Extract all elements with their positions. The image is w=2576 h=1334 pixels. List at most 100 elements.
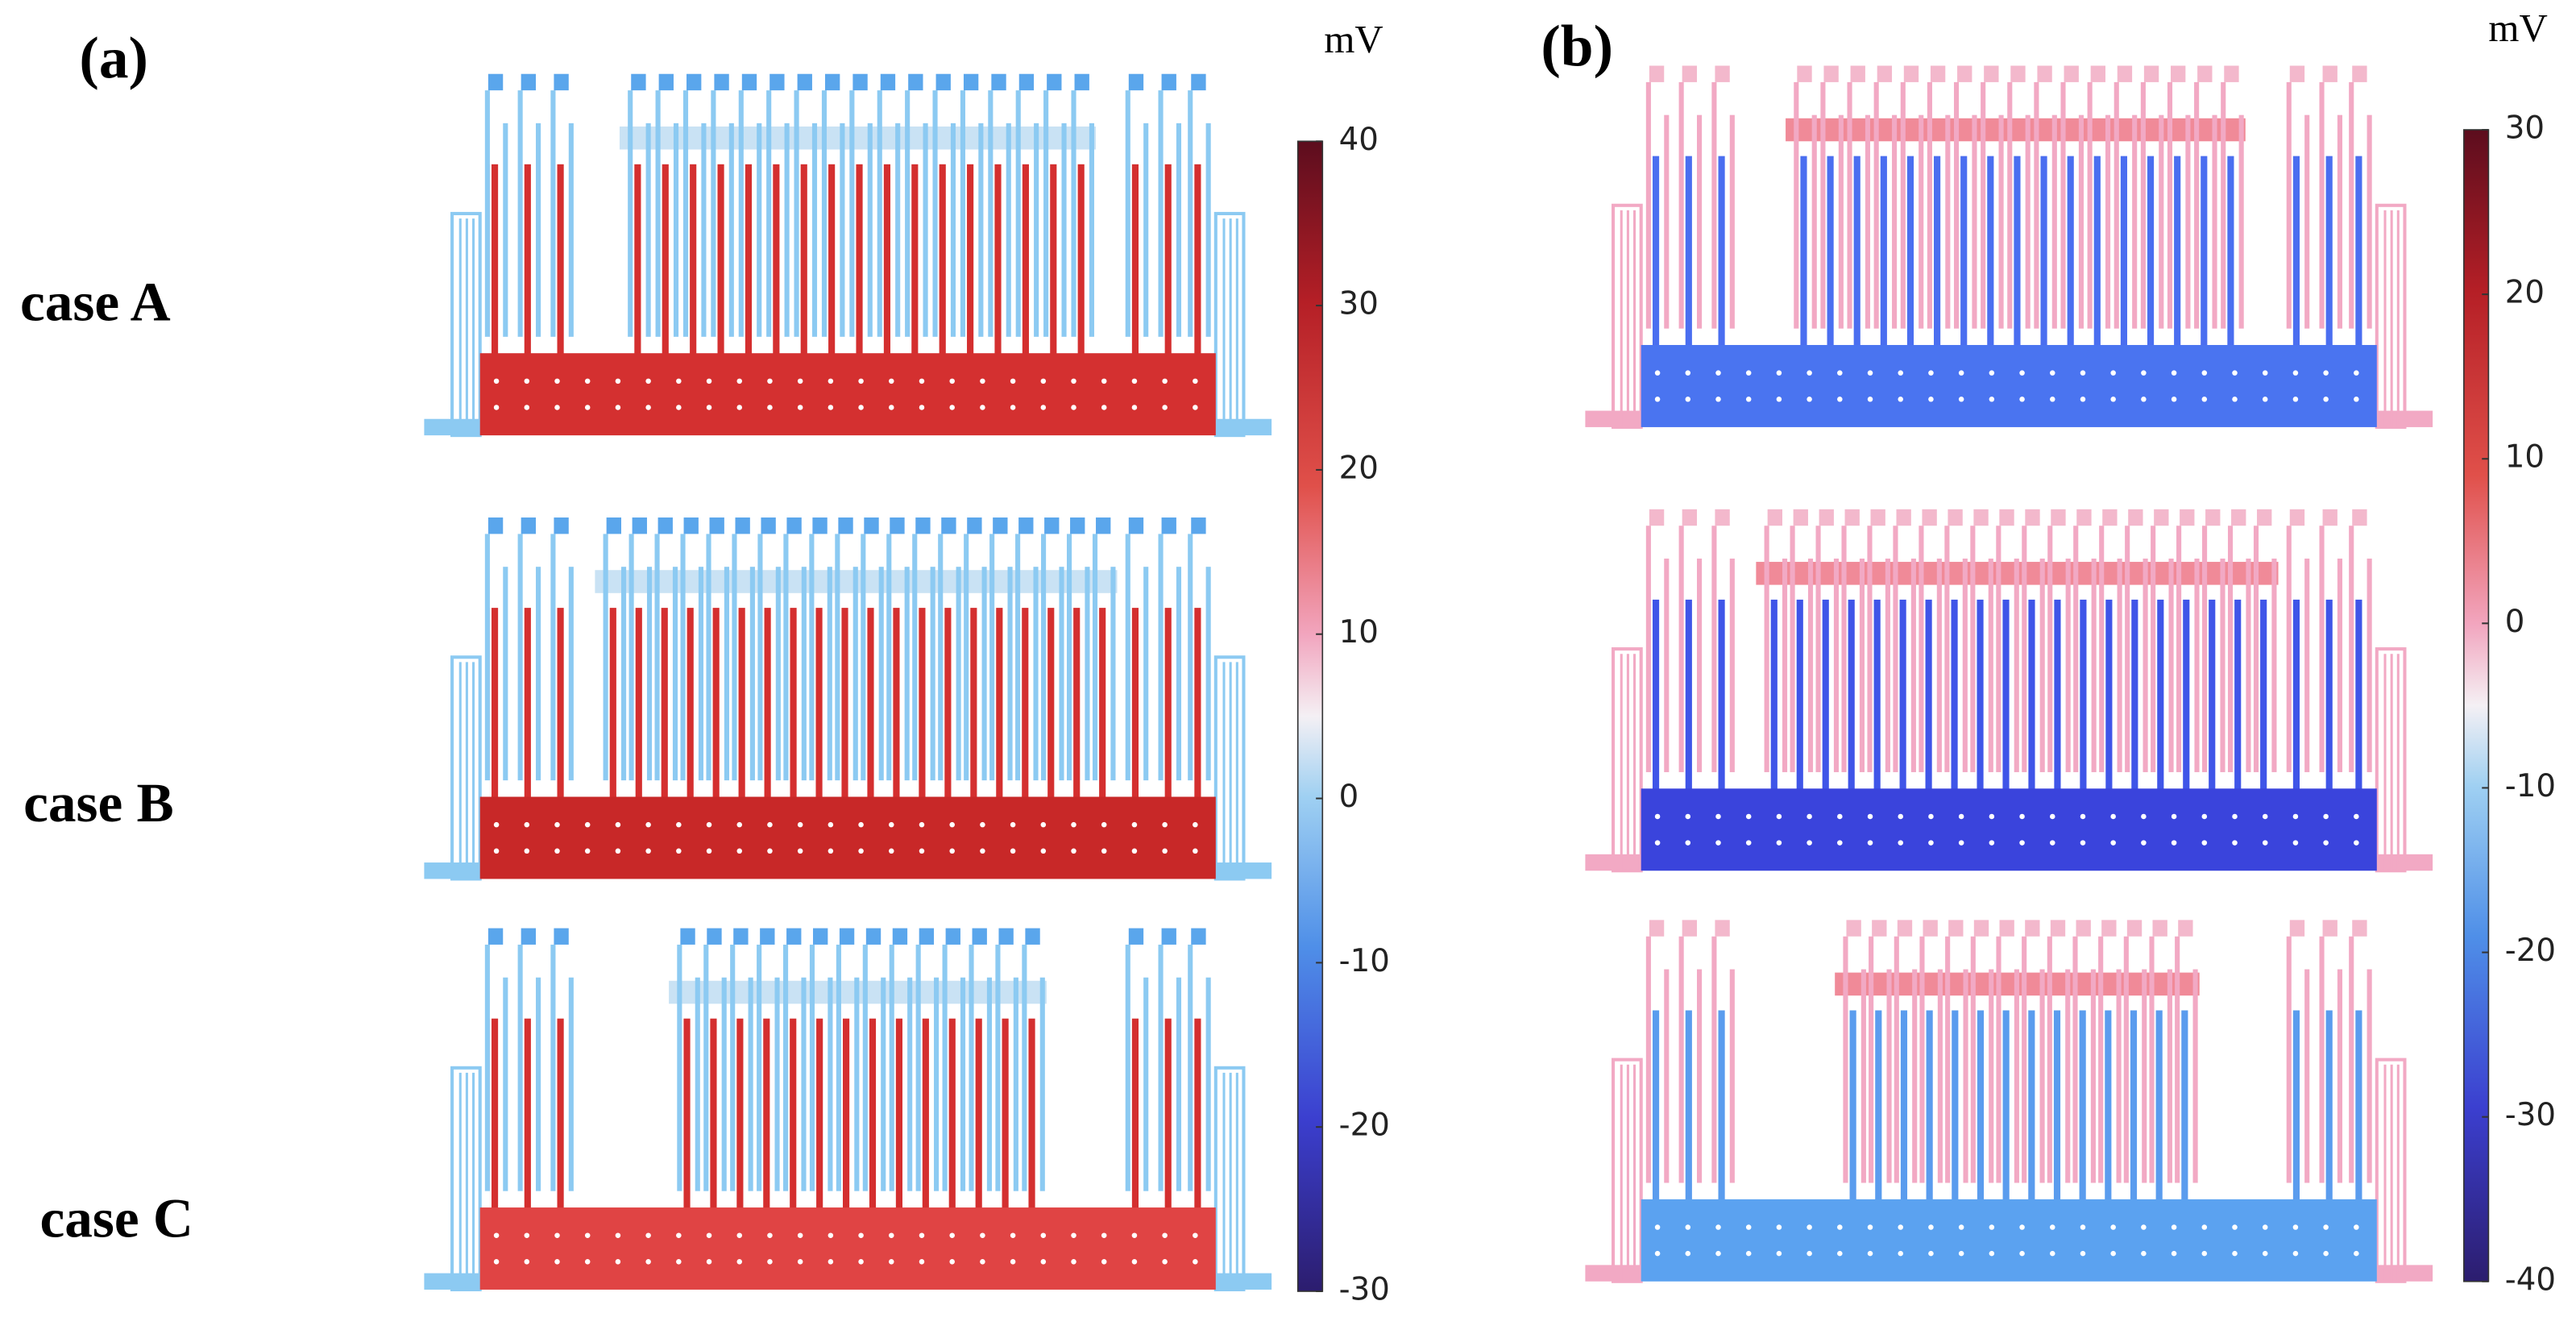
base-dot — [2292, 1224, 2299, 1230]
base-dot — [2232, 397, 2238, 402]
base-dot — [949, 405, 955, 410]
finger-outer — [950, 123, 956, 337]
finger-outer — [1664, 558, 1670, 772]
base-dot — [1715, 1250, 1721, 1257]
finger-core — [2201, 156, 2208, 354]
finger-outer — [1158, 944, 1164, 1191]
finger-core — [1164, 164, 1172, 362]
base-dot — [584, 1259, 591, 1265]
finger-outer — [2159, 114, 2164, 329]
base-dot — [554, 1259, 560, 1265]
finger-outer — [517, 944, 523, 1191]
base-dot — [949, 848, 955, 854]
finger-outer — [1188, 944, 1193, 1191]
finger-tab — [786, 517, 802, 534]
finger-tab — [735, 517, 750, 534]
finger-core — [491, 1018, 499, 1216]
finger-outer — [821, 90, 828, 337]
finger-core — [815, 608, 823, 805]
finger-outer — [1015, 90, 1021, 337]
finger-outer — [1892, 114, 1898, 329]
finger-tab — [2322, 920, 2337, 937]
base-dot — [1776, 370, 1782, 376]
finger-core — [1002, 1018, 1009, 1216]
finger-outer — [484, 90, 490, 337]
base-dot — [1928, 813, 1934, 820]
finger-core — [524, 164, 531, 362]
finger-core — [895, 1018, 902, 1216]
base-dot — [1685, 1250, 1691, 1257]
finger-core — [635, 608, 642, 805]
base-dot — [1745, 1250, 1752, 1257]
base-dot — [1071, 848, 1076, 854]
colorbar-tick-label: -20 — [1339, 1108, 1390, 1144]
finger-outer — [1838, 114, 1844, 329]
finger-tab — [741, 73, 757, 91]
base-dot — [1162, 378, 1168, 384]
base-dot — [2019, 397, 2025, 402]
base-electrode — [479, 1207, 1216, 1290]
base-dot — [1715, 1224, 1721, 1230]
colorbar-unit: mV — [2488, 6, 2547, 50]
finger-tab — [935, 73, 951, 91]
base-dot — [1898, 840, 1904, 846]
base-dot — [2354, 370, 2359, 376]
base-dot — [2292, 370, 2299, 376]
finger-tab — [1191, 928, 1206, 945]
finger-outer — [2065, 558, 2071, 772]
finger-outer — [1176, 567, 1182, 781]
finger-outer — [1697, 969, 1703, 1183]
base-dot — [2262, 397, 2268, 402]
finger-tab — [2257, 509, 2272, 526]
colorbar-tick-label: 30 — [1339, 286, 1379, 322]
finger-core — [2130, 1010, 2138, 1208]
base-dot — [858, 821, 864, 828]
finger-outer — [2194, 81, 2200, 329]
finger-outer — [1820, 81, 1826, 329]
finger-outer — [1937, 969, 1943, 1183]
finger-outer — [1125, 534, 1130, 781]
finger-outer — [2117, 558, 2122, 772]
finger-core — [1900, 1010, 1908, 1208]
finger-outer — [1034, 123, 1039, 337]
base-dot — [1837, 1224, 1843, 1230]
finger-outer — [621, 567, 627, 781]
base-dot — [1101, 405, 1107, 410]
base-dot — [524, 1232, 530, 1238]
finger-tab — [1649, 920, 1665, 937]
finger-outer — [930, 567, 935, 781]
base-dot — [1807, 840, 1812, 846]
finger-outer — [2113, 81, 2119, 329]
finger-core — [1099, 608, 1106, 805]
finger-outer — [1089, 123, 1094, 337]
finger-outer — [2286, 936, 2292, 1183]
finger-tab — [1025, 928, 1040, 945]
finger-core — [2093, 156, 2101, 354]
finger-outer — [1664, 114, 1670, 329]
base-dot — [1162, 1232, 1168, 1238]
finger-core — [1951, 599, 1958, 797]
finger-core — [738, 608, 745, 805]
finger-tab — [683, 517, 699, 534]
base-dot — [2110, 1250, 2116, 1257]
finger-outer — [2072, 936, 2078, 1183]
finger-core — [2355, 156, 2362, 354]
base-dot — [2201, 1250, 2208, 1257]
base-dot — [1898, 813, 1904, 820]
finger-tab — [786, 928, 802, 945]
finger-outer — [2142, 969, 2147, 1183]
base-dot — [554, 1232, 560, 1238]
finger-outer — [2149, 936, 2155, 1183]
base-dot — [1040, 1232, 1047, 1238]
colorbar-tick-label: -10 — [2505, 768, 2556, 804]
base-dot — [736, 821, 743, 828]
base-dot — [1010, 848, 1016, 854]
finger-tab — [2117, 65, 2133, 82]
base-dot — [980, 821, 985, 828]
finger-outer — [550, 90, 556, 337]
finger-tab — [2143, 65, 2159, 82]
finger-tab — [487, 73, 504, 91]
finger-core — [816, 1018, 823, 1216]
finger-outer — [706, 534, 711, 781]
finger-core — [2183, 599, 2190, 797]
